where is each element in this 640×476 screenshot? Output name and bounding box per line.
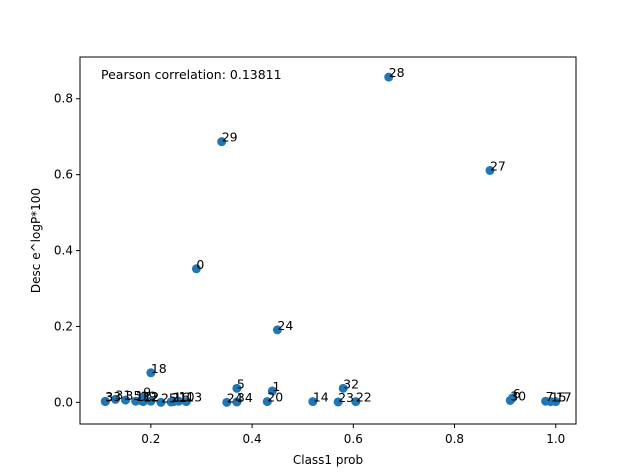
y-tick-label: 0.0 [54,395,73,409]
point-label: 24 [277,318,293,333]
scatter-point [181,397,191,407]
y-axis-label: Desc e^logP*100 [29,188,43,293]
point-label: 6 [513,386,521,401]
scatter-point [146,368,156,378]
scatter-point [232,397,242,407]
y-tick-label: 0.4 [54,244,73,258]
point-label: 11 [136,389,152,404]
scatter-point [262,397,272,407]
point-label: 12 [143,390,159,405]
x-tick-label: 1.0 [546,432,565,446]
point-label: 13 [186,390,202,405]
point-label: 14 [313,390,329,405]
x-axis-ticks: 0.2 0.4 0.6 0.8 1.0 [141,424,565,446]
point-label: 25 [161,390,177,405]
point-label: 28 [389,65,405,80]
scatter-point [121,395,131,405]
scatter-point [232,383,242,393]
scatter-point [333,397,343,407]
scatter-point [384,72,394,82]
scatter-point [267,386,277,396]
scatter-point [100,396,110,406]
point-label: 35 [126,388,142,403]
y-tick-label: 0.2 [54,319,73,333]
points-layer [100,72,561,407]
point-label: 5 [237,376,245,391]
point-label: 19 [141,388,157,403]
scatter-point [351,397,361,407]
point-label: 15 [551,390,567,405]
scatter-point [308,397,318,407]
point-label: 16 [174,390,190,405]
point-label: 29 [222,130,238,145]
point-label: 21 [171,390,187,405]
plot-frame [79,56,577,425]
point-label: 32 [343,376,359,391]
y-axis-ticks: 0.0 0.2 0.4 0.6 0.8 [54,92,80,409]
point-label: 3 [105,390,113,405]
scatter-point [217,137,227,147]
scatter-point [191,264,201,274]
point-label: 24 [227,390,243,405]
scatter-point [136,395,146,405]
point-label: 31 [115,387,131,402]
x-tick-label: 0.6 [344,432,363,446]
x-tick-label: 0.2 [141,432,160,446]
y-tick-label: 0.8 [54,92,73,106]
x-tick-label: 0.4 [243,432,262,446]
point-label: 27 [490,158,506,173]
point-label: 30 [510,388,526,403]
point-label: 34 [237,390,253,405]
scatter-point [338,383,348,393]
point-label: 33 [105,389,121,404]
point-label: 22 [356,390,372,405]
point-label: 10 [179,389,195,404]
point-label: 1 [272,379,280,394]
x-axis-label: Class1 prob [293,453,363,467]
scatter-point [166,397,176,407]
point-label: 9 [143,385,151,400]
scatter-point [505,395,515,405]
scatter-point [551,397,561,407]
pearson-annotation: Pearson correlation: 0.13811 [101,67,282,82]
scatter-point [110,394,120,404]
point-label: 20 [267,390,283,405]
point-label: 17 [556,390,572,405]
point-label: 7 [546,389,554,404]
scatter-point [156,397,166,407]
point-label: 23 [338,390,354,405]
scatter-point [222,397,232,407]
point-label: 0 [196,257,204,272]
point-label: 2 [151,389,159,404]
y-tick-label: 0.6 [54,168,73,182]
scatter-point [485,165,495,175]
point-label: 18 [151,361,167,376]
x-tick-label: 0.8 [445,432,464,446]
scatter-point [146,396,156,406]
scatter-point [272,325,282,335]
